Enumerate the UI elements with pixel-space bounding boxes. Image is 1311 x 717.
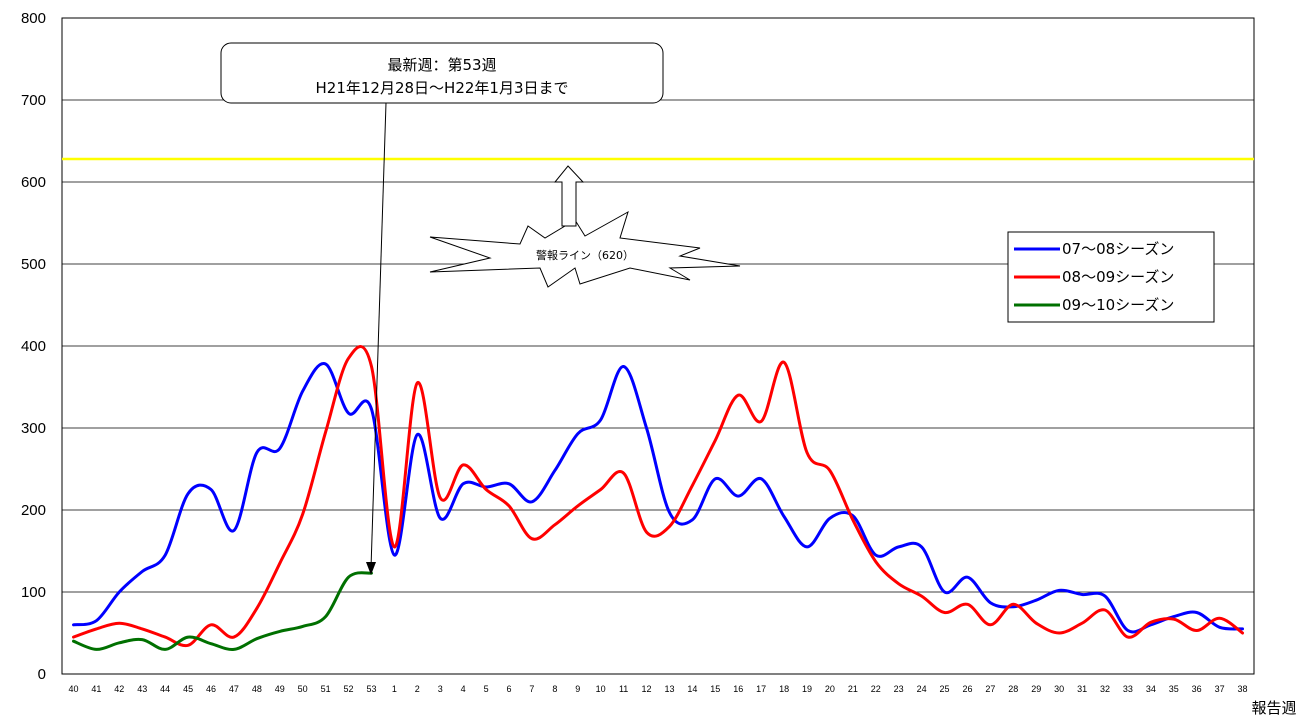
x-tick-label: 40	[68, 684, 78, 694]
x-tick-label: 13	[664, 684, 674, 694]
x-tick-label: 22	[871, 684, 881, 694]
x-tick-label: 20	[825, 684, 835, 694]
legend: 07～08シーズン 08～09シーズン 09～10シーズン	[1007, 231, 1215, 323]
series-line-1	[72, 362, 1244, 634]
x-tick-label: 29	[1031, 684, 1041, 694]
y-tick-label: 200	[21, 502, 46, 519]
x-tick-label: 24	[917, 684, 927, 694]
callout-line-2: H21年12月28日～H22年1月3日まで	[316, 79, 569, 97]
x-tick-label: 12	[642, 684, 652, 694]
x-tick-label: 23	[894, 684, 904, 694]
x-tick-label: 51	[321, 684, 331, 694]
y-tick-label: 0	[38, 666, 46, 683]
x-tick-label: 17	[756, 684, 766, 694]
x-tick-label: 9	[575, 684, 580, 694]
x-tick-label: 4	[461, 684, 466, 694]
y-tick-label: 100	[21, 584, 46, 601]
x-tick-label: 53	[366, 684, 376, 694]
x-tick-label: 33	[1123, 684, 1133, 694]
plot-area-border	[61, 17, 1255, 675]
x-tick-label: 25	[940, 684, 950, 694]
x-tick-label: 2	[415, 684, 420, 694]
x-tick-label: 16	[733, 684, 743, 694]
legend-label: 08～09シーズン	[1062, 268, 1174, 286]
up-arrow-icon	[553, 165, 585, 227]
x-tick-label: 49	[275, 684, 285, 694]
x-tick-label: 48	[252, 684, 262, 694]
latest-week-callout	[220, 42, 664, 104]
alert-line-label: 警報ライン（620）	[536, 248, 634, 262]
x-tick-label: 50	[298, 684, 308, 694]
x-tick-label: 1	[392, 684, 397, 694]
x-tick-label: 35	[1169, 684, 1179, 694]
series-line-3	[72, 571, 373, 651]
x-tick-label: 10	[596, 684, 606, 694]
y-axis-ticks: 0 100 200 300 400 500 600 700 800	[21, 10, 46, 683]
x-tick-label: 6	[506, 684, 511, 694]
legend-label: 07～08シーズン	[1062, 240, 1174, 258]
x-tick-label: 41	[91, 684, 101, 694]
x-tick-label: 36	[1192, 684, 1202, 694]
x-tick-label: 30	[1054, 684, 1064, 694]
x-tick-label: 38	[1238, 684, 1248, 694]
x-tick-label: 34	[1146, 684, 1156, 694]
x-tick-label: 42	[114, 684, 124, 694]
x-tick-label: 5	[484, 684, 489, 694]
y-tick-label: 300	[21, 420, 46, 437]
x-tick-label: 37	[1215, 684, 1225, 694]
x-tick-label: 7	[529, 684, 534, 694]
y-tick-label: 600	[21, 174, 46, 191]
x-tick-label: 46	[206, 684, 216, 694]
x-tick-label: 45	[183, 684, 193, 694]
x-tick-label: 18	[779, 684, 789, 694]
x-tick-label: 14	[687, 684, 697, 694]
series-lines	[72, 345, 1244, 651]
x-tick-label: 11	[619, 684, 628, 694]
x-tick-label: 47	[229, 684, 239, 694]
y-tick-label: 700	[21, 92, 46, 109]
x-tick-label: 44	[160, 684, 170, 694]
x-tick-label: 43	[137, 684, 147, 694]
x-tick-label: 52	[344, 684, 354, 694]
x-tick-label: 3	[438, 684, 443, 694]
x-tick-label: 32	[1100, 684, 1110, 694]
x-tick-label: 26	[962, 684, 972, 694]
x-axis-label: 報告週	[1251, 699, 1296, 717]
legend-label: 09～10シーズン	[1062, 296, 1174, 314]
callout-pointer-line	[370, 102, 387, 569]
x-tick-label: 8	[552, 684, 557, 694]
y-tick-label: 400	[21, 338, 46, 355]
x-axis-ticks: 40 41 42 43 44 45 46 47 48 49 50 51 52 53 1 2 3 4 5 6 7 8 9 10 1…	[68, 684, 1247, 694]
x-tick-label: 21	[848, 684, 858, 694]
x-tick-label: 28	[1008, 684, 1018, 694]
x-tick-label: 27	[985, 684, 995, 694]
x-tick-label: 15	[710, 684, 720, 694]
alert-burst-shape	[429, 210, 741, 288]
series-line-2	[72, 345, 1244, 648]
y-tick-label: 500	[21, 256, 46, 273]
x-tick-label: 31	[1077, 684, 1087, 694]
callout-line-1: 最新週：第53週	[387, 56, 496, 74]
x-tick-label: 19	[802, 684, 812, 694]
callout-arrowhead-icon	[366, 562, 376, 575]
y-tick-label: 800	[21, 10, 46, 27]
